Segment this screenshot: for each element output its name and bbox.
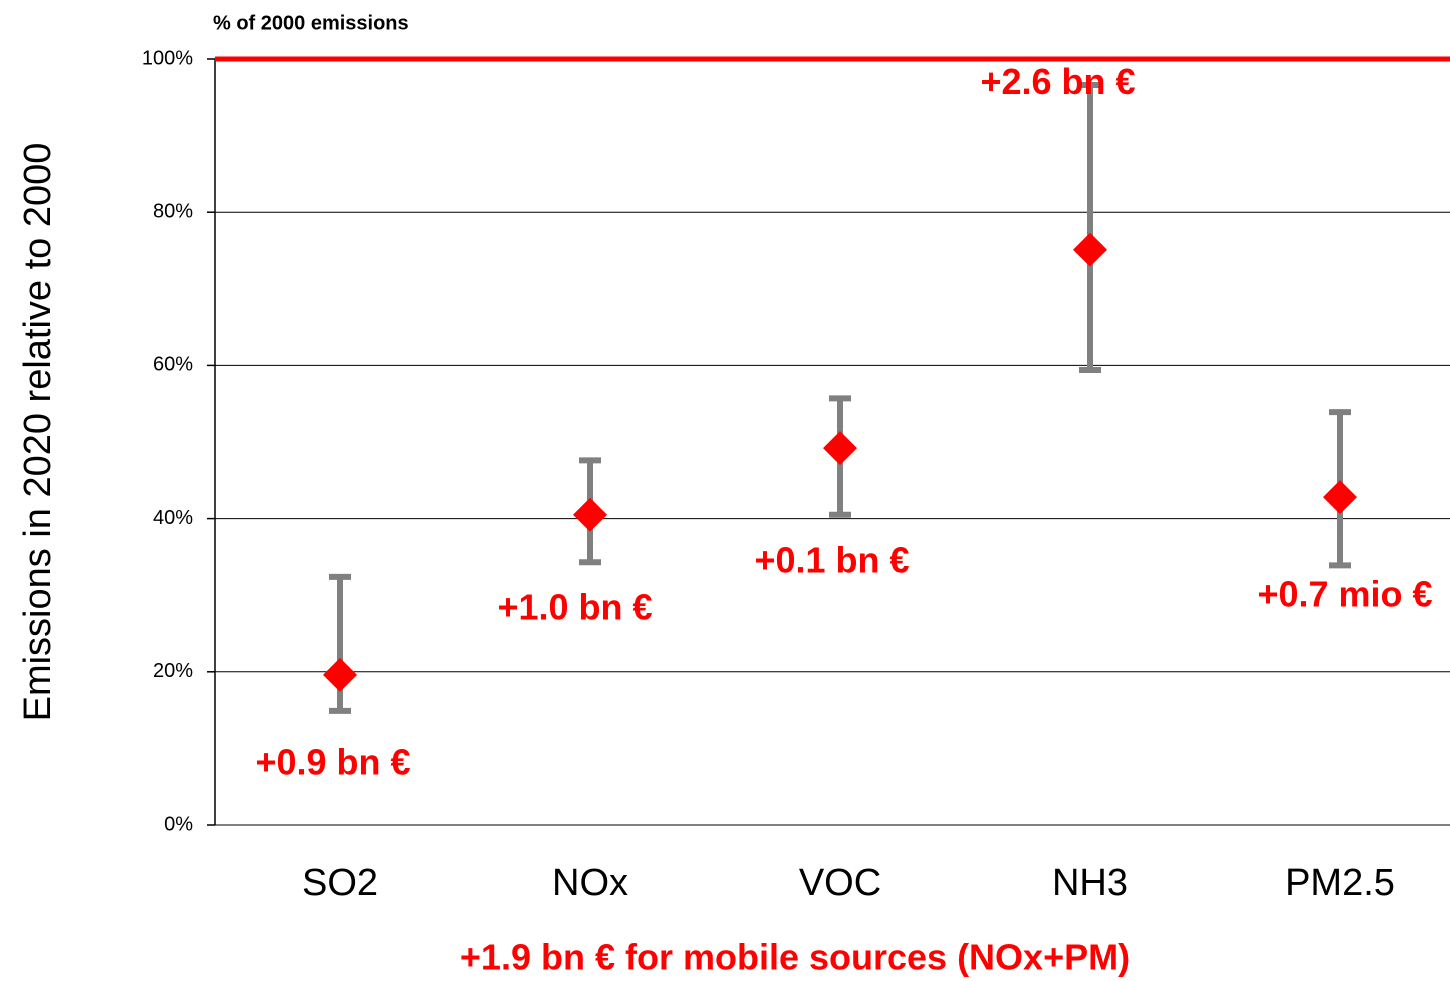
x-tick-label: SO2 [302,862,378,904]
point [1323,480,1357,515]
y-axis-label: Emissions in 2020 relative to 2000 [17,143,59,722]
y-tick-label: 60% [153,354,193,376]
cost-annotation: +0.9 bn € [255,741,410,782]
x-tick-label: NH3 [1052,862,1128,904]
x-tick-label: VOC [799,862,881,904]
y-tick-label: 0% [164,813,193,835]
y-tick-label: 80% [153,200,193,222]
cost-annotation: +1.0 bn € [497,586,652,627]
cost-annotation: +0.1 bn € [754,540,909,581]
point [823,431,857,466]
point [323,657,357,692]
chart-subtitle: % of 2000 emissions [213,12,409,34]
x-tick-label: PM2.5 [1285,862,1395,904]
y-tick-label: 40% [153,507,193,529]
point [573,497,607,532]
y-tick-label: 20% [153,660,193,682]
cost-annotation: +2.6 bn € [980,61,1135,102]
cost-annotation: +0.7 mio € [1257,574,1432,615]
x-tick-label: NOx [552,862,628,904]
y-tick-label: 100% [142,47,193,69]
point [1073,232,1107,267]
footer-annotation: +1.9 bn € for mobile sources (NOx+PM) [460,937,1130,978]
